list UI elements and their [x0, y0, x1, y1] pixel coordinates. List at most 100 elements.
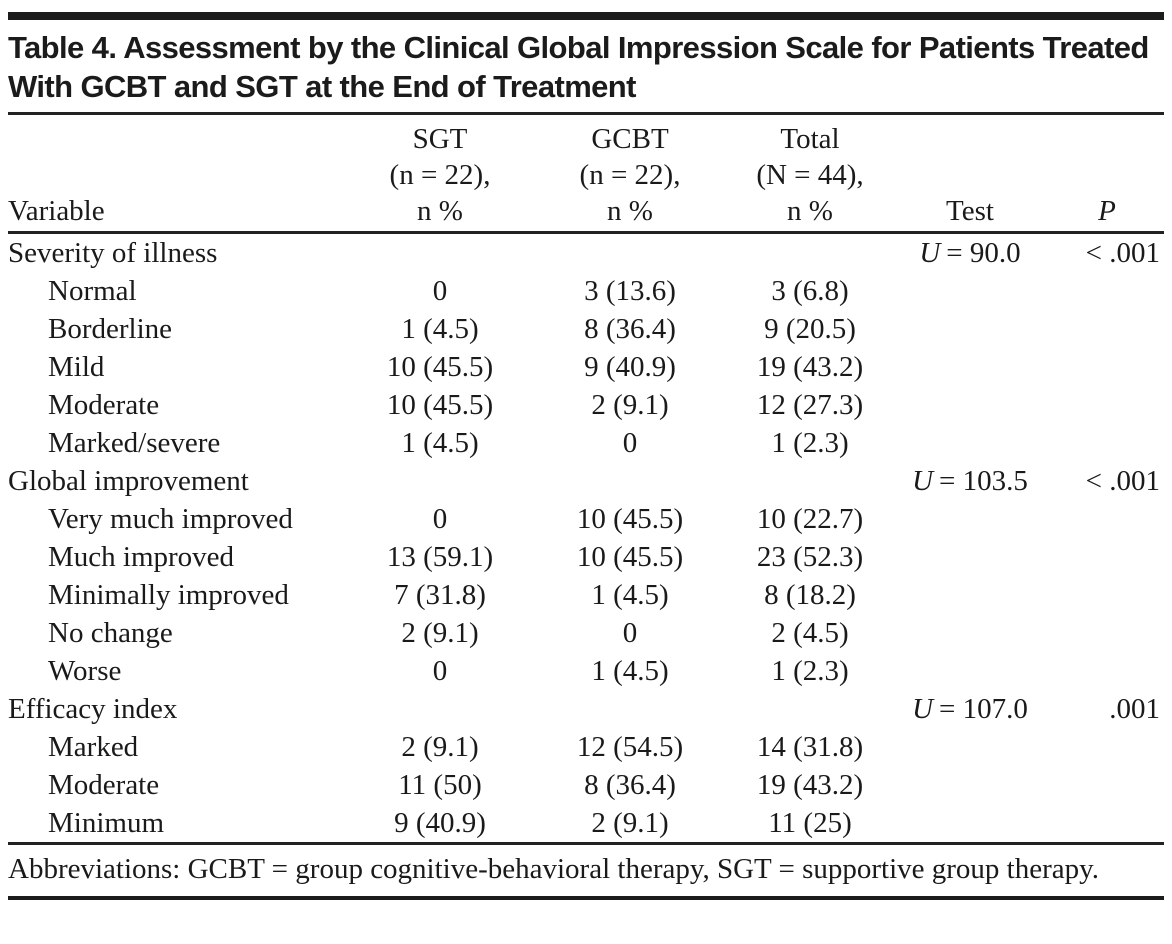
journal-table-page: Table 4. Assessment by the Clinical Glob… [0, 12, 1172, 900]
p-value [1050, 576, 1164, 614]
test-value [890, 348, 1050, 386]
column-header-variable: Variable [8, 115, 350, 234]
p-value [1050, 386, 1164, 424]
sgt-value: 0 [432, 655, 448, 687]
table-row-item: No change 2 (9.1) 0 2 (4.5) [8, 614, 1164, 652]
sgt-header-line3: n % [417, 195, 463, 227]
total-value: 9 (20.5) [764, 313, 856, 345]
total-value: 3 (6.8) [771, 275, 849, 307]
total-value: 10 (22.7) [756, 503, 864, 535]
row-label: Severity of illness [8, 237, 218, 269]
table-row-item: Normal 0 3 (13.6) 3 (6.8) [8, 272, 1164, 310]
p-value [1050, 728, 1164, 766]
column-header-sgt: SGT (n = 22), n % [350, 115, 530, 234]
gcbt-header-line3: n % [607, 195, 653, 227]
test-statistic-symbol: U [919, 237, 941, 269]
header-row: Variable SGT (n = 22), n % GCBT (n = 22)… [8, 115, 1164, 234]
total-value [730, 462, 890, 500]
p-value [1050, 766, 1164, 804]
total-value: 11 (25) [768, 807, 852, 839]
p-value: < .001 [1085, 237, 1160, 269]
p-value [1050, 804, 1164, 842]
row-label: Marked [48, 731, 139, 763]
sgt-value: 1 (4.5) [401, 313, 479, 345]
sgt-value: 1 (4.5) [401, 427, 479, 459]
gcbt-value: 8 (36.4) [584, 769, 676, 801]
table-row-item: Mild 10 (45.5) 9 (40.9) 19 (43.2) [8, 348, 1164, 386]
test-value [890, 424, 1050, 462]
gcbt-value: 0 [622, 617, 638, 649]
sgt-value: 0 [432, 275, 448, 307]
test-value [890, 804, 1050, 842]
gcbt-value: 3 (13.6) [584, 275, 676, 307]
table-row-item: Marked/severe 1 (4.5) 0 1 (2.3) [8, 424, 1164, 462]
gcbt-value: 9 (40.9) [584, 351, 676, 383]
row-label: Moderate [48, 389, 160, 421]
test-value [890, 576, 1050, 614]
test-value [890, 500, 1050, 538]
sgt-value: 2 (9.1) [401, 731, 479, 763]
test-statistic-symbol: U [912, 693, 934, 725]
total-value: 19 (43.2) [756, 769, 864, 801]
table-row-section: Global improvement U = 103.5 < .001 [8, 462, 1164, 500]
variable-header-label: Variable [8, 195, 105, 227]
table-row-item: Marked 2 (9.1) 12 (54.5) 14 (31.8) [8, 728, 1164, 766]
table-row-item: Minimum 9 (40.9) 2 (9.1) 11 (25) [8, 804, 1164, 842]
test-value [890, 272, 1050, 310]
sgt-value: 10 (45.5) [386, 351, 494, 383]
row-label: Much improved [48, 541, 235, 573]
row-label: Borderline [48, 313, 173, 345]
gcbt-value: 0 [622, 427, 638, 459]
total-value [730, 690, 890, 728]
table-row-item: Moderate 11 (50) 8 (36.4) 19 (43.2) [8, 766, 1164, 804]
test-statistic-value: = 107.0 [939, 693, 1028, 725]
p-value [1050, 272, 1164, 310]
table-row-section: Severity of illness U = 90.0 < .001 [8, 233, 1164, 273]
sgt-value [350, 690, 530, 728]
total-header-line1: Total [780, 123, 840, 155]
table-row-item: Borderline 1 (4.5) 8 (36.4) 9 (20.5) [8, 310, 1164, 348]
gcbt-value: 2 (9.1) [591, 389, 669, 421]
total-value: 1 (2.3) [771, 427, 849, 459]
sgt-header-line1: SGT [412, 123, 468, 155]
column-header-p: P [1050, 115, 1164, 234]
table-row-item: Much improved 13 (59.1) 10 (45.5) 23 (52.3) [8, 538, 1164, 576]
test-value [890, 310, 1050, 348]
p-value [1050, 614, 1164, 652]
test-value [890, 766, 1050, 804]
gcbt-value: 1 (4.5) [591, 655, 669, 687]
gcbt-value: 10 (45.5) [576, 541, 684, 573]
abbreviations-footnote: Abbreviations: GCBT = group cognitive-be… [8, 842, 1164, 900]
total-value: 8 (18.2) [764, 579, 856, 611]
row-label: Minimally improved [48, 579, 289, 611]
row-label: Mild [48, 351, 105, 383]
sgt-value: 2 (9.1) [401, 617, 479, 649]
gcbt-value: 12 (54.5) [576, 731, 684, 763]
row-label: Worse [48, 655, 122, 687]
p-header-label: P [1098, 195, 1116, 227]
total-value [730, 233, 890, 273]
sgt-value: 11 (50) [398, 769, 482, 801]
p-value [1050, 424, 1164, 462]
sgt-value: 0 [432, 503, 448, 535]
column-header-gcbt: GCBT (n = 22), n % [530, 115, 730, 234]
row-label: Moderate [48, 769, 160, 801]
sgt-value: 7 (31.8) [394, 579, 486, 611]
sgt-value: 10 (45.5) [386, 389, 494, 421]
total-value: 14 (31.8) [756, 731, 864, 763]
top-rule-bar [8, 12, 1164, 20]
test-statistic-value: = 90.0 [946, 237, 1021, 269]
table-row-item: Minimally improved 7 (31.8) 1 (4.5) 8 (18.2… [8, 576, 1164, 614]
test-value [890, 386, 1050, 424]
gcbt-value [530, 690, 730, 728]
test-value: U = 107.0 [890, 690, 1050, 728]
test-value: U = 90.0 [890, 233, 1050, 273]
row-label: Very much improved [48, 503, 293, 535]
total-value: 23 (52.3) [756, 541, 864, 573]
table-body: Severity of illness U = 90.0 < .001 Normal 0 3… [8, 233, 1164, 843]
test-value: U = 103.5 [890, 462, 1050, 500]
test-header-label: Test [946, 195, 994, 227]
test-value [890, 652, 1050, 690]
p-value: < .001 [1085, 465, 1160, 497]
total-value: 12 (27.3) [756, 389, 864, 421]
